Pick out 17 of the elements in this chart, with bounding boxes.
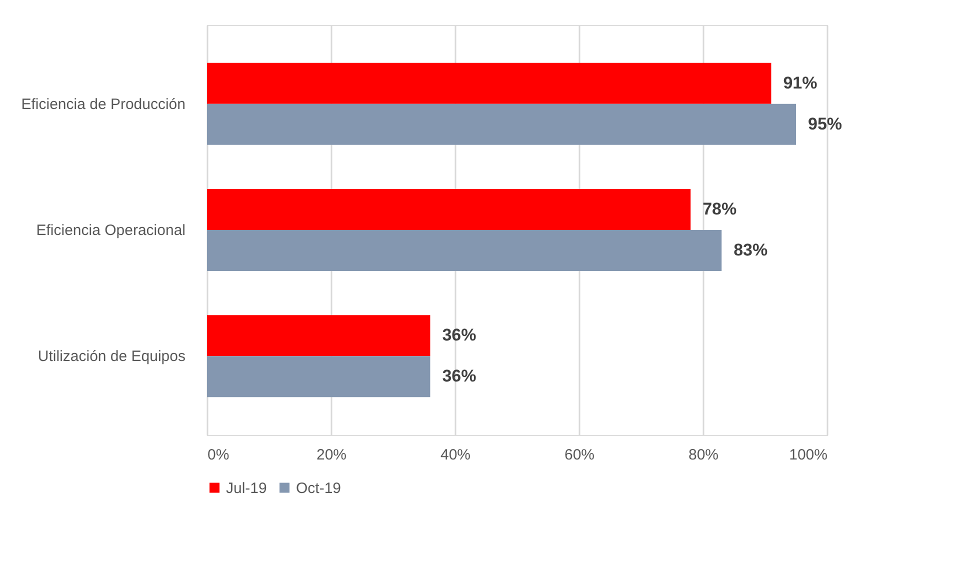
- x-tick-label: 100%: [789, 446, 828, 464]
- data-label: 95%: [808, 114, 842, 134]
- legend-label: Oct-19: [296, 480, 342, 497]
- x-tick-label: 20%: [316, 446, 347, 464]
- x-tick-label: 80%: [688, 446, 719, 464]
- y-tick-label: Eficiencia de Producción: [21, 96, 186, 113]
- y-tick-label: Utilización de Equipos: [38, 348, 186, 366]
- data-label: 36%: [442, 366, 476, 386]
- data-label: 78%: [702, 200, 737, 218]
- y-tick-label: Eficiencia Operacional: [36, 222, 186, 239]
- x-tick-label: 0%: [208, 446, 230, 464]
- data-label: 91%: [783, 73, 818, 92]
- data-label: 36%: [442, 326, 476, 345]
- data-label: 83%: [734, 240, 768, 260]
- x-tick-label: 40%: [440, 446, 471, 464]
- legend-label: Jul-19: [226, 480, 267, 497]
- x-tick-label: 60%: [564, 446, 595, 464]
